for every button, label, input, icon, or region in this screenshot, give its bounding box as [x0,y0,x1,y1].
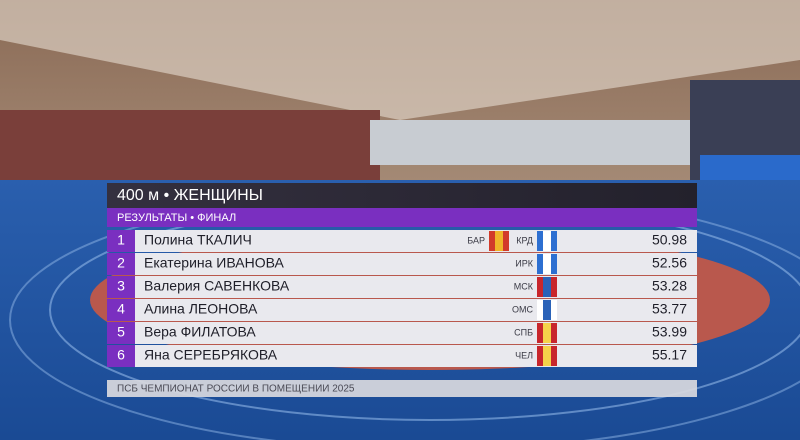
rank: 2 [117,255,125,271]
region-code: МСК [514,281,534,291]
region-code: ЧЕЛ [515,350,533,360]
region-code: СПБ [514,327,533,337]
region-code: ОМС [512,304,533,314]
region-code: КРД [516,235,533,245]
rank-cell [107,253,135,275]
region-flag-stripe [543,277,551,297]
footer-text: ПСБ ЧЕМПИОНАТ РОССИИ В ПОМЕЩЕНИИ 2025 [117,384,355,395]
rank-cell [107,276,135,298]
region-flag-stripe [543,254,551,274]
region-flag-stripe [543,346,551,366]
subtitle-bar [107,208,697,227]
athlete-name: Полина ТКАЛИЧ [144,232,252,248]
event-title: 400 м • ЖЕНЩИНЫ [117,187,263,204]
rank: 6 [117,347,125,363]
athlete-name: Валерия САВЕНКОВА [144,278,290,294]
result-time: 53.99 [652,324,687,340]
rank: 1 [117,232,125,248]
result-time: 52.56 [652,255,687,271]
region-flag-stripe [543,300,551,320]
athlete-name: Яна СЕРЕБРЯКОВА [144,347,278,363]
region-flag-stripe [543,323,551,343]
region-flag-stripe [495,231,503,251]
rank: 3 [117,278,125,294]
region-code: БАР [467,235,485,245]
athlete-name: Алина ЛЕОНОВА [144,301,258,317]
footer-bar [107,380,697,397]
title-bar [107,183,697,208]
results-board: 400 м • ЖЕНЩИНЫ РЕЗУЛЬТАТЫ • ФИНАЛ ПСБ Ч… [107,183,697,397]
event-subtitle: РЕЗУЛЬТАТЫ • ФИНАЛ [117,212,236,224]
result-time: 53.77 [652,301,687,317]
athlete-name: Екатерина ИВАНОВА [144,255,284,271]
region-code: ИРК [515,258,533,268]
result-time: 50.98 [652,232,687,248]
result-time: 55.17 [652,347,687,363]
rank-cell [107,230,135,252]
region-flag-stripe [543,231,551,251]
rank-cell [107,345,135,367]
rank-cell [107,322,135,344]
result-time: 53.28 [652,278,687,294]
rank-cell [107,299,135,321]
athlete-name: Вера ФИЛАТОВА [144,324,256,340]
rank: 4 [117,301,125,317]
rank: 5 [117,324,125,340]
